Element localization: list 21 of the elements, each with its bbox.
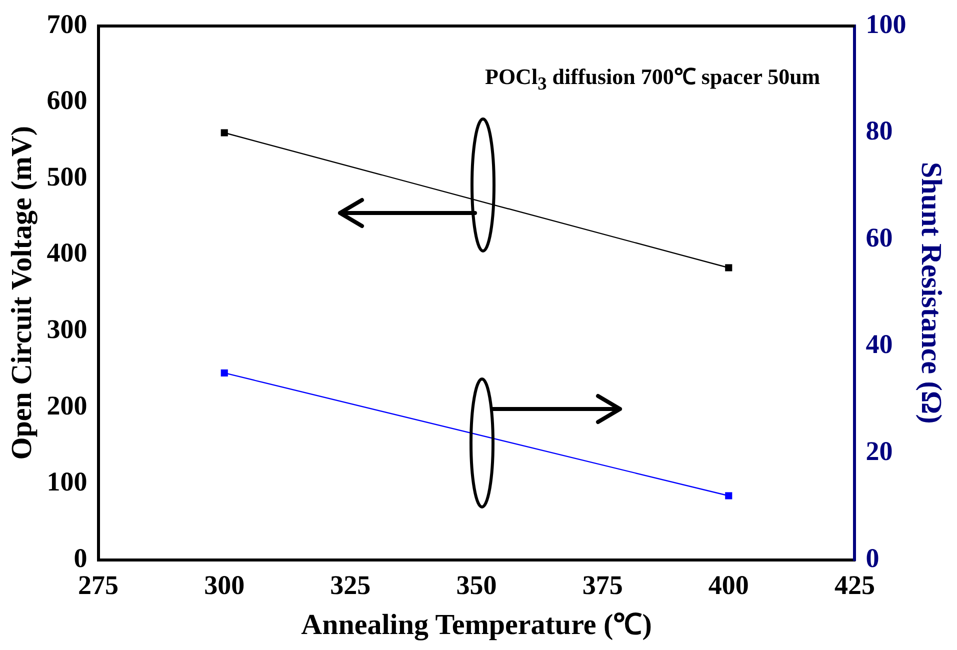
y-tick-label: 700 [46, 8, 88, 39]
y2-axis-title: Shunt Resistance (Ω) [915, 162, 948, 424]
y-tick-label: 600 [46, 85, 88, 116]
y2-tick-label: 80 [866, 116, 893, 146]
x-tick-label: 350 [456, 570, 497, 600]
x-tick-label: 325 [330, 570, 371, 600]
y-tick-label: 500 [46, 161, 88, 192]
x-tick-label: 300 [204, 570, 245, 600]
y2-tick-label: 40 [866, 329, 893, 360]
x-tick-label: 375 [582, 570, 623, 600]
y-axis-title: Open Circuit Voltage (mV) [6, 126, 38, 460]
y2-tick-label: 60 [866, 222, 893, 252]
y-tick-label: 300 [46, 314, 88, 344]
y-tick-label: 100 [46, 466, 88, 497]
y-tick-label: 200 [46, 390, 88, 420]
y2-tick-label: 20 [866, 436, 893, 466]
x-tick-label: 400 [708, 570, 749, 600]
annotation: POCl$_{3}$ diffusion 700℃ spacer 50um [485, 63, 820, 94]
x-axis-title: Annealing Temperature (℃) [301, 609, 652, 642]
y-tick-label: 400 [46, 238, 88, 268]
y2-tick-label: 100 [866, 8, 906, 39]
